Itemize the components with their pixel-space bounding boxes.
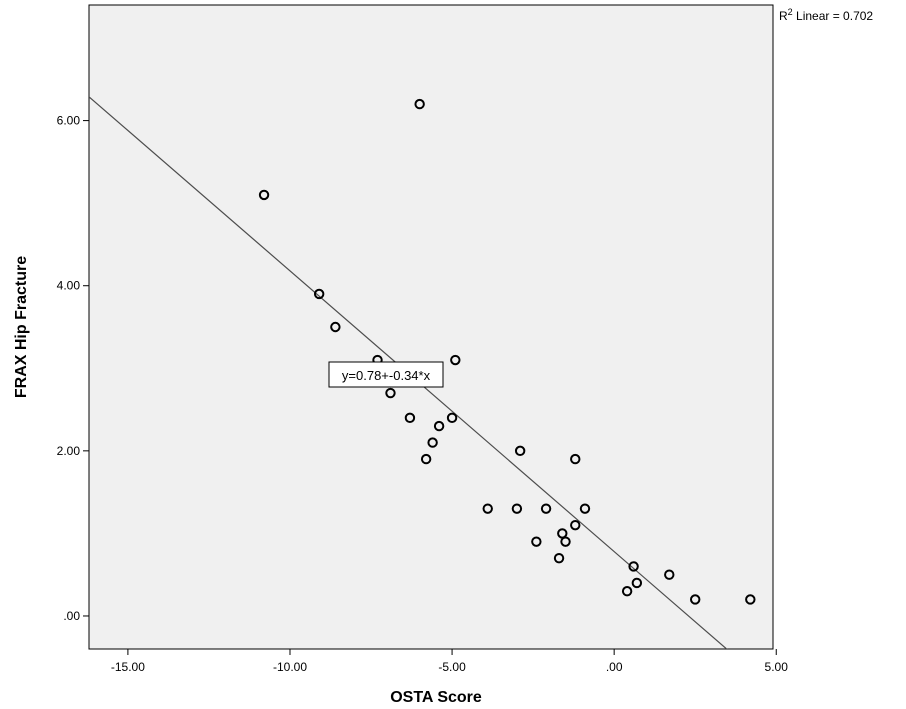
x-tick-label: 5.00	[765, 660, 789, 674]
equation-box-border	[328, 361, 444, 388]
x-tick-label: -10.00	[273, 660, 307, 674]
regression-line	[89, 96, 728, 649]
fit-line-layer	[89, 96, 728, 649]
x-tick-label: -5.00	[438, 660, 466, 674]
data-point	[570, 453, 581, 465]
data-point	[313, 288, 325, 300]
y-tick-label: 6.00	[57, 114, 81, 128]
data-point	[385, 387, 396, 399]
data-point	[427, 437, 438, 448]
data-point	[540, 503, 552, 514]
data-point	[330, 321, 341, 333]
x-axis: -15.00 -10.00 -5.00 .00 5.00	[111, 649, 788, 674]
data-point	[531, 536, 542, 547]
data-points	[258, 98, 756, 605]
data-point	[404, 412, 416, 424]
y-tick-label: 4.00	[57, 279, 81, 293]
data-point	[511, 503, 523, 514]
x-axis-title: OSTA Score	[390, 689, 482, 706]
data-point	[482, 503, 493, 514]
data-point	[553, 552, 565, 564]
x-tick-label: .00	[606, 660, 623, 674]
data-point	[579, 503, 591, 514]
data-point	[689, 594, 701, 605]
data-point	[621, 586, 633, 597]
y-axis: .00 2.00 4.00 6.00	[57, 114, 89, 623]
data-point	[433, 420, 445, 432]
equation-box: y=0.78+-0.34*x	[328, 361, 444, 388]
data-point	[258, 189, 270, 201]
data-point	[414, 98, 425, 110]
y-axis-title: FRAX Hip Fracture	[13, 256, 30, 398]
data-point	[514, 445, 526, 457]
data-point	[745, 594, 756, 605]
r-squared-label: R2 Linear = 0.702	[779, 7, 873, 23]
data-point	[628, 561, 639, 572]
plot-area	[88, 4, 774, 650]
y-tick-label: .00	[63, 609, 80, 623]
equation-label: y=0.78+-0.34*x	[342, 368, 431, 383]
data-point	[560, 536, 571, 547]
data-point	[446, 412, 458, 424]
x-tick-label: -15.00	[111, 660, 145, 674]
data-point	[420, 453, 432, 465]
data-point	[450, 354, 461, 366]
y-tick-label: 2.00	[57, 444, 81, 458]
data-point	[631, 577, 643, 589]
data-point	[664, 569, 675, 580]
data-point	[570, 519, 581, 531]
